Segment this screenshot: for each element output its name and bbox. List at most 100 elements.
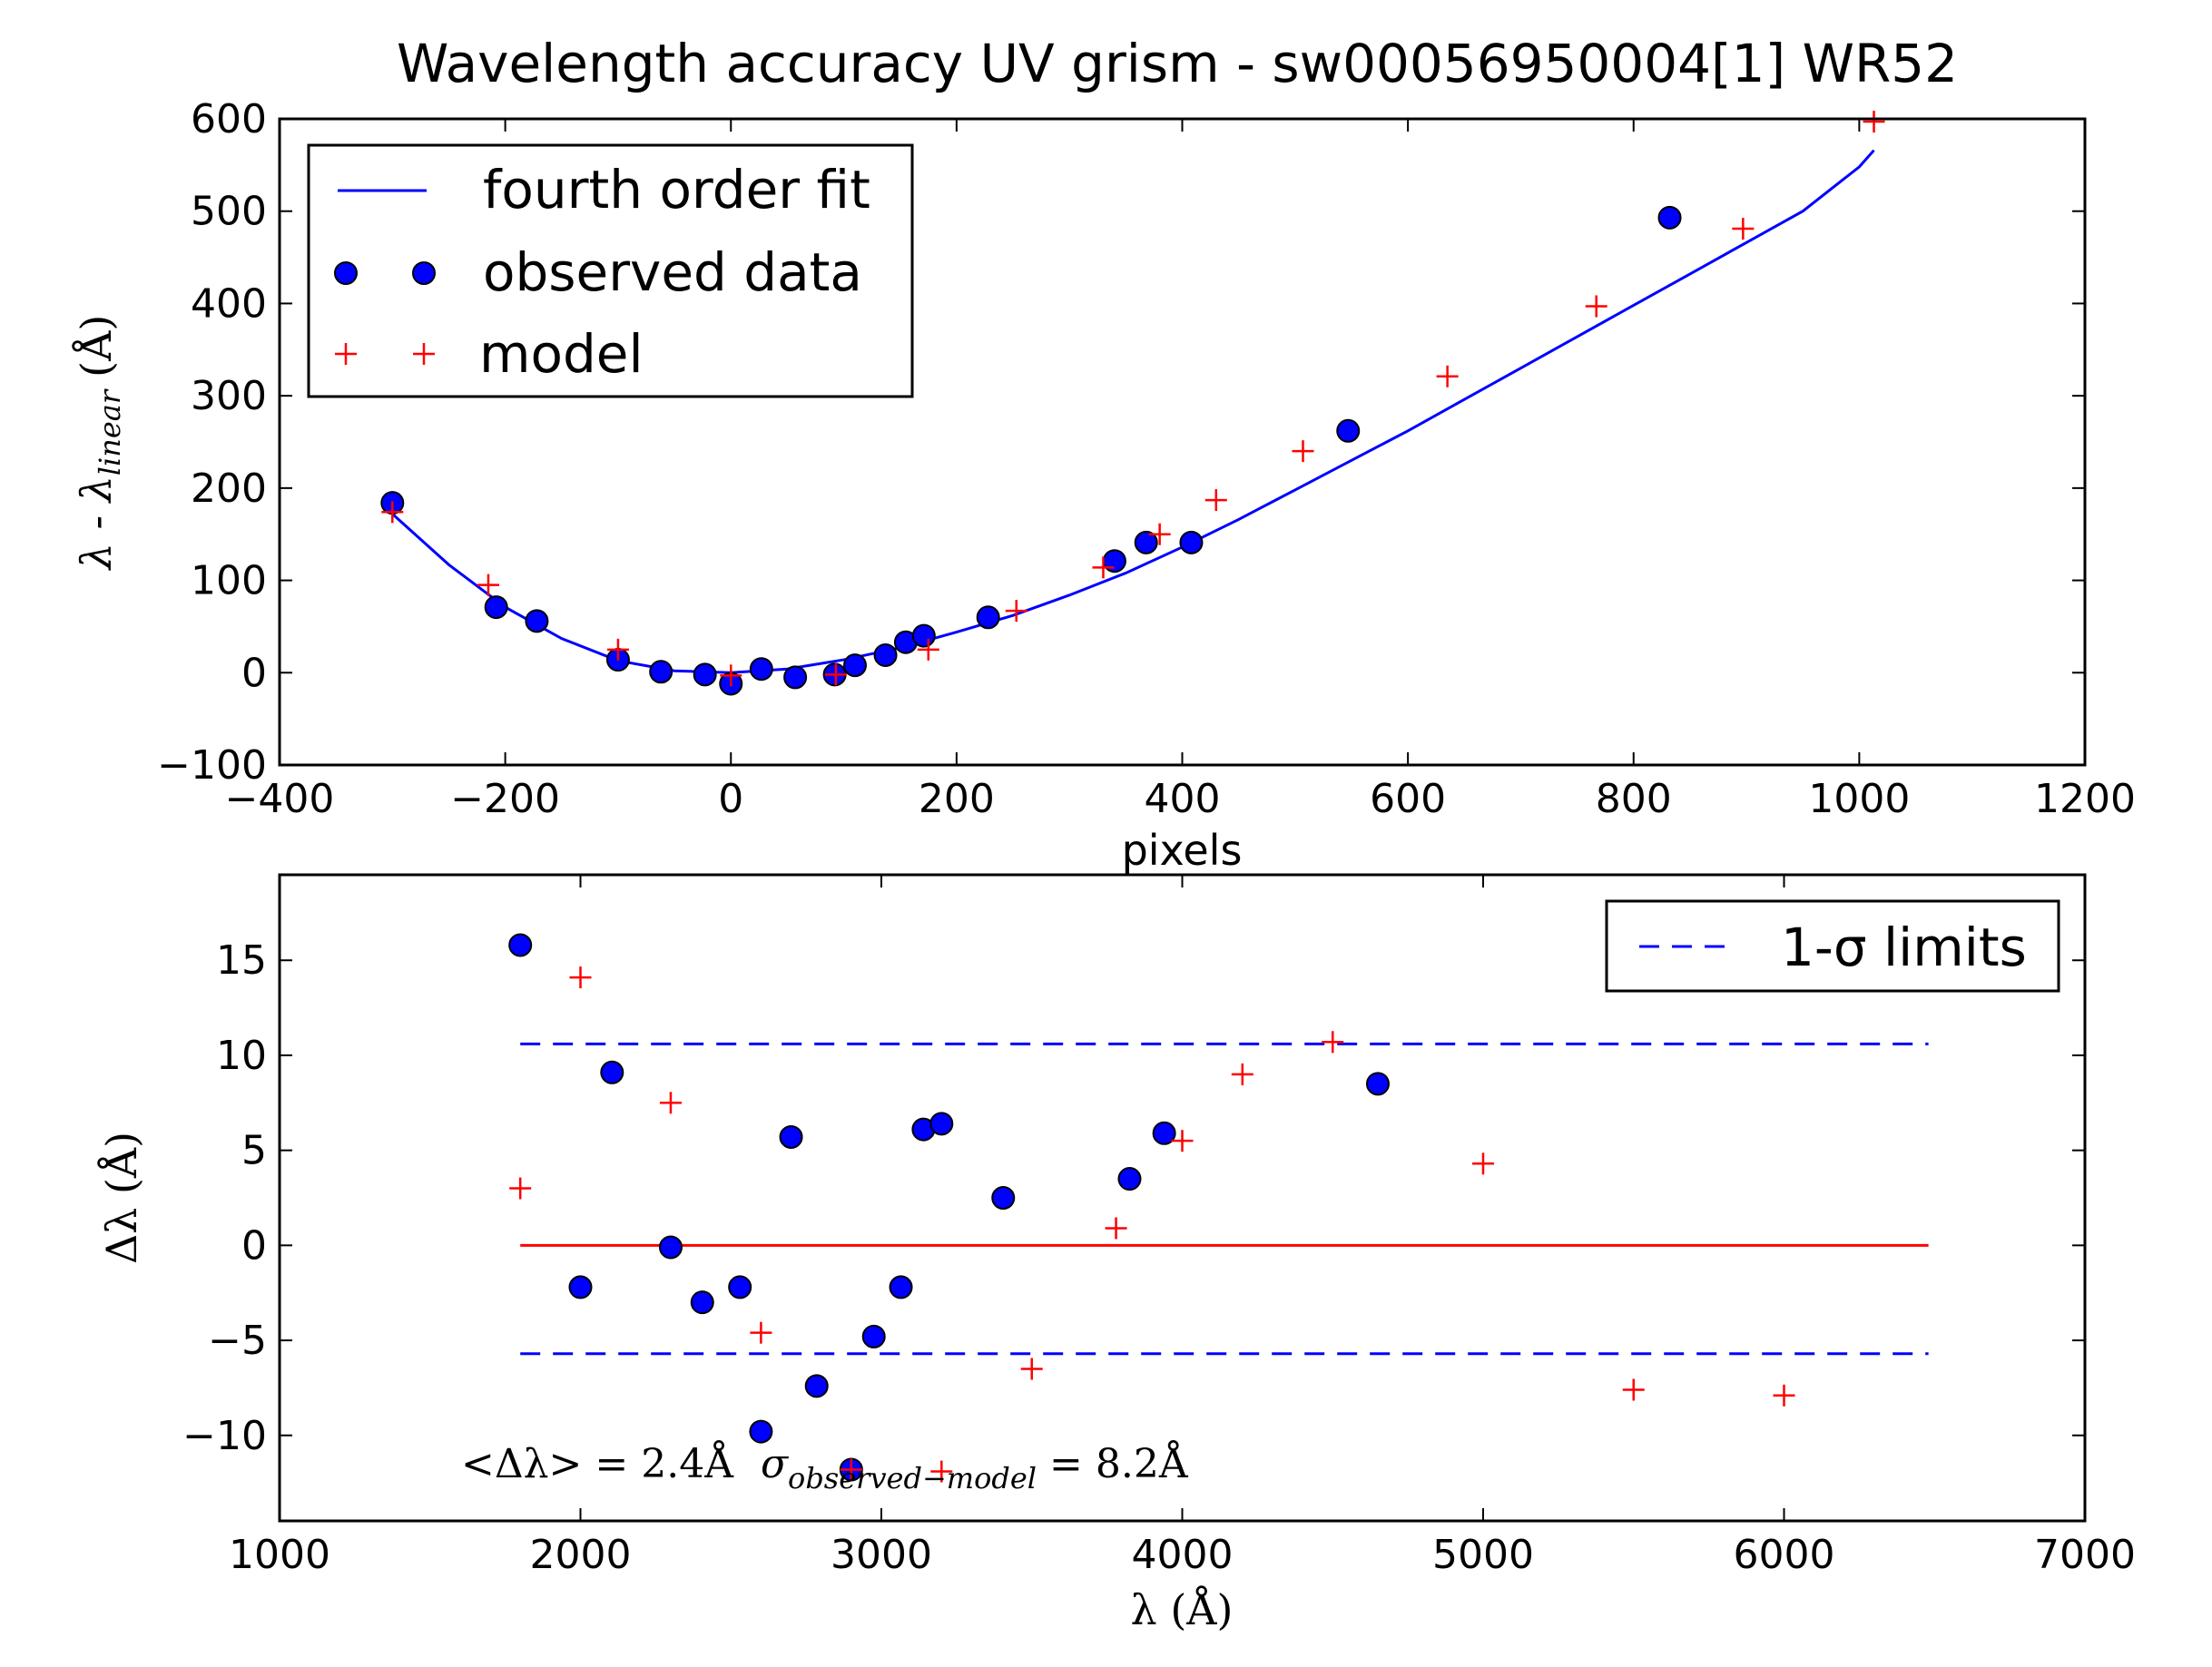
top-x-tick-label: −200 bbox=[450, 776, 560, 822]
top-model-point bbox=[606, 638, 629, 661]
legend-observed-marker-2 bbox=[412, 261, 436, 285]
top-model-point bbox=[1436, 365, 1459, 387]
bottom-model-point bbox=[840, 1458, 862, 1481]
top-model-point bbox=[381, 501, 404, 524]
top-x-tick-label: 400 bbox=[1145, 776, 1221, 822]
top-model-point bbox=[1732, 218, 1755, 240]
bottom-observed-point bbox=[779, 1124, 803, 1149]
bottom-x-tick-label: 4000 bbox=[1132, 1532, 1234, 1578]
top-observed-point bbox=[1134, 530, 1158, 554]
legend-observed-marker-1 bbox=[334, 261, 358, 285]
top-observed-point bbox=[842, 653, 867, 678]
top-observed-point bbox=[693, 662, 717, 687]
bottom-y-tick-label: 5 bbox=[241, 1128, 267, 1174]
top-model-point bbox=[1204, 489, 1227, 512]
bottom-model-point bbox=[1171, 1130, 1194, 1152]
top-observed-point bbox=[911, 623, 936, 648]
top-observed-point bbox=[1179, 530, 1204, 554]
stats-annotation: <Δλ> = 2.4Å σobserved−model = 8.2Å bbox=[461, 1439, 1189, 1495]
bottom-y-tick-label: 0 bbox=[241, 1222, 267, 1269]
top-observed-point bbox=[783, 665, 808, 690]
bottom-observed-point bbox=[929, 1112, 954, 1136]
bottom-model-point bbox=[930, 1460, 953, 1483]
figure-title: Wavelength accuracy UV grism - sw0005695… bbox=[397, 33, 1958, 94]
top-x-tick-label: 1000 bbox=[1808, 776, 1910, 822]
top-model-point bbox=[917, 638, 939, 661]
stats-mean: <Δλ> = 2.4Å bbox=[461, 1439, 734, 1487]
bottom-model-point bbox=[1105, 1217, 1127, 1240]
bottom-model-point bbox=[750, 1321, 772, 1344]
top-x-axis-label: pixels bbox=[1122, 826, 1243, 875]
bottom-x-tick-label: 3000 bbox=[831, 1532, 932, 1578]
top-y-axis-label-unit: (Å) bbox=[71, 315, 121, 378]
legend-sigma-label: 1-σ limits bbox=[1781, 917, 2027, 978]
bottom-x-tick-label: 2000 bbox=[530, 1532, 632, 1578]
bottom-observed-point bbox=[889, 1275, 913, 1299]
bottom-plot: 1000 2000 3000 4000 5000 6000 7000−10−5051015 … bbox=[96, 873, 2136, 1634]
bottom-model-point bbox=[1020, 1358, 1043, 1380]
legend-observed-label: observed data bbox=[483, 241, 862, 303]
legend-model-marker-1 bbox=[335, 343, 357, 365]
bottom-observed-point bbox=[690, 1290, 714, 1315]
legend-model-label: model bbox=[479, 323, 644, 385]
top-x-tick-label: 800 bbox=[1596, 776, 1672, 822]
top-y-tick-label: −100 bbox=[157, 742, 267, 789]
stats-sigma-subscript: observed−model bbox=[788, 1461, 1037, 1495]
bottom-observed-point bbox=[568, 1275, 593, 1299]
top-y-axis-label-sub: linear bbox=[93, 388, 127, 476]
top-model-point bbox=[1863, 111, 1885, 133]
top-model-point bbox=[1585, 295, 1607, 318]
bottom-observed-point bbox=[1152, 1121, 1176, 1145]
top-observed-point bbox=[873, 642, 898, 667]
legend-fit-label: fourth order fit bbox=[483, 159, 870, 221]
top-y-tick-label: 600 bbox=[191, 96, 267, 142]
top-y-tick-label: 0 bbox=[241, 650, 267, 696]
top-model-point bbox=[477, 574, 499, 596]
bottom-y-tick-label: −10 bbox=[182, 1413, 267, 1459]
bottom-observed-point bbox=[991, 1186, 1016, 1210]
top-observed-point bbox=[749, 657, 773, 682]
bottom-model-point bbox=[509, 1177, 532, 1200]
top-y-axis-label-main: λ - λ bbox=[72, 476, 121, 571]
legend-model-marker-2 bbox=[413, 343, 435, 365]
top-model-point bbox=[1148, 523, 1171, 545]
bottom-x-tick-label: 1000 bbox=[229, 1532, 330, 1578]
bottom-observed-point bbox=[600, 1060, 624, 1084]
bottom-x-tick-label: 7000 bbox=[2034, 1532, 2136, 1578]
top-model-point bbox=[824, 663, 847, 686]
bottom-observed-point bbox=[804, 1374, 829, 1398]
top-observed-point bbox=[1102, 549, 1126, 574]
top-x-tick-label: 200 bbox=[919, 776, 995, 822]
bottom-x-tick-label: 5000 bbox=[1432, 1532, 1534, 1578]
bottom-plot-frame bbox=[278, 873, 2087, 1523]
bottom-observed-point bbox=[861, 1324, 886, 1348]
top-y-axis-label: λ - λlinear (Å) bbox=[71, 315, 127, 572]
fit-curve-line bbox=[391, 149, 1875, 674]
bottom-y-axis-label: Δλ (Å) bbox=[96, 1132, 146, 1264]
top-observed-point bbox=[525, 609, 549, 633]
top-x-tick-label: −400 bbox=[225, 776, 335, 822]
top-model-point bbox=[1092, 556, 1115, 579]
bottom-model-point bbox=[1472, 1152, 1494, 1175]
top-plot: −400 −200 0 200 400 600 800 1000 1200 −100 0 100 200… bbox=[71, 96, 2136, 875]
stats-sigma: σ bbox=[761, 1441, 790, 1487]
bottom-observed-point bbox=[728, 1275, 752, 1299]
top-x-tick-label: 1200 bbox=[2034, 776, 2136, 822]
bottom-observed-point bbox=[658, 1235, 683, 1260]
bottom-observed-point bbox=[749, 1419, 773, 1444]
top-observed-point bbox=[649, 660, 673, 684]
bottom-y-tick-label: 10 bbox=[216, 1033, 267, 1079]
top-model-point bbox=[1005, 600, 1027, 623]
top-observed-point bbox=[1657, 205, 1682, 230]
bottom-y-tick-label: −5 bbox=[208, 1318, 267, 1364]
top-y-tick-label: 300 bbox=[191, 373, 267, 419]
bottom-x-tick-label: 6000 bbox=[1734, 1532, 1835, 1578]
stats-sigma-value: = 8.2Å bbox=[1049, 1439, 1189, 1487]
bottom-y-tick-label: 15 bbox=[216, 937, 267, 984]
bottom-observed-point bbox=[1117, 1167, 1142, 1191]
bottom-model-point bbox=[1231, 1063, 1253, 1085]
bottom-legend: 1-σ limits bbox=[1605, 899, 2060, 993]
bottom-observed-point bbox=[1365, 1072, 1390, 1096]
bottom-model-point bbox=[659, 1092, 682, 1114]
